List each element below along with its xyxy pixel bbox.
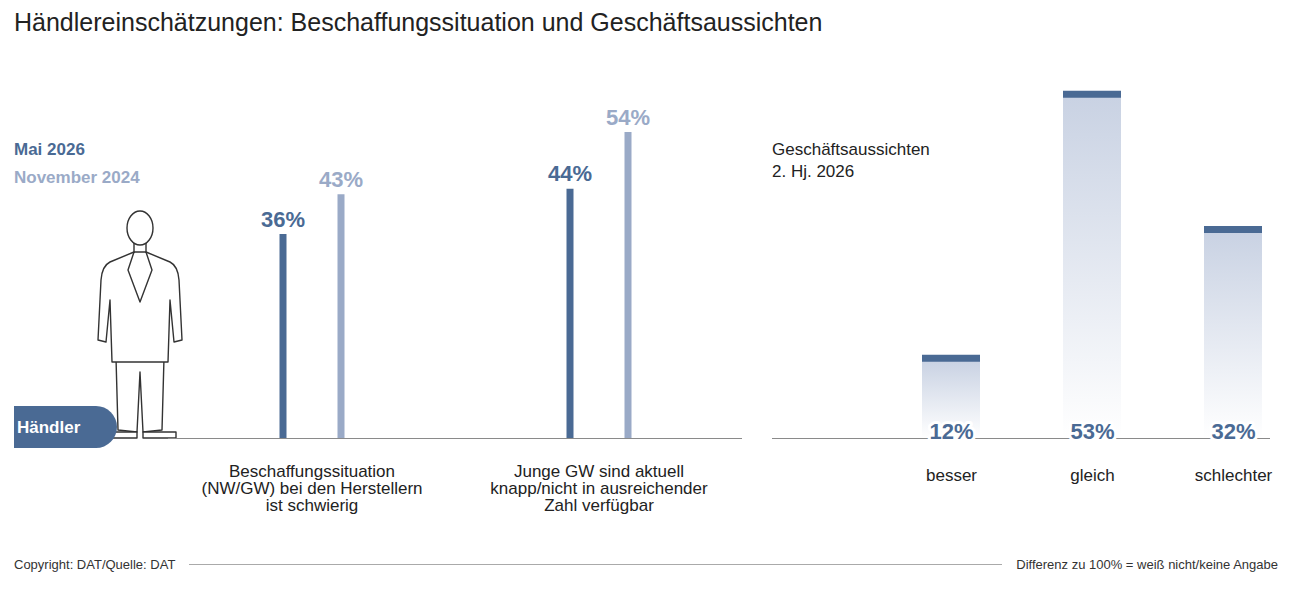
svg-text:44%: 44%	[548, 161, 592, 186]
svg-text:32%: 32%	[1211, 419, 1255, 444]
svg-text:54%: 54%	[606, 105, 650, 130]
svg-text:Händler: Händler	[17, 418, 81, 437]
svg-text:Beschaffungssituation(NW/GW) b: Beschaffungssituation(NW/GW) bei den Her…	[201, 462, 422, 515]
html-text:Geschäftsaussichten: Geschäftsaussichten	[772, 140, 930, 159]
svg-text:43%: 43%	[319, 167, 363, 192]
svg-text:schlechter: schlechter	[1195, 466, 1273, 485]
svg-text:12%: 12%	[929, 419, 973, 444]
html-text:November 2024: November 2024	[14, 168, 140, 187]
html-text:Händlereinschätzungen: Beschaf: Händlereinschätzungen: Beschaffungssitua…	[14, 8, 823, 36]
svg-text:besser: besser	[926, 466, 977, 485]
svg-text:53%: 53%	[1070, 419, 1114, 444]
html-text:Mai 2026: Mai 2026	[14, 140, 85, 159]
html-text:Copyright: DAT/Quelle: DAT: Copyright: DAT/Quelle: DAT	[14, 556, 176, 572]
svg-text:Junge GW sind aktuellknapp/nic: Junge GW sind aktuellknapp/nicht in ausr…	[490, 462, 708, 515]
svg-text:36%: 36%	[261, 207, 305, 232]
html-text:2. Hj. 2026: 2. Hj. 2026	[772, 162, 855, 181]
html-text:Differenz zu 100% = weiß nicht: Differenz zu 100% = weiß nicht/keine Ang…	[1016, 556, 1278, 572]
svg-text:gleich: gleich	[1070, 466, 1114, 485]
